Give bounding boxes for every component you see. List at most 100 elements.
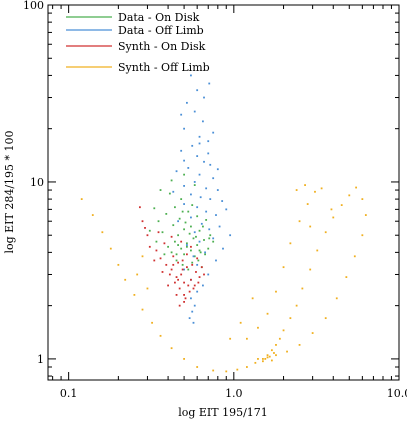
- point-synth-on-disk: [174, 281, 176, 284]
- point-synth-off-limb: [306, 203, 309, 205]
- point-synth-off-limb: [183, 358, 185, 360]
- point-synth-off-limb: [270, 349, 273, 352]
- point-data-off-limb: [198, 135, 201, 138]
- point-synth-on-disk: [203, 273, 205, 276]
- point-synth-off-limb: [80, 198, 83, 200]
- point-synth-off-limb: [251, 297, 254, 300]
- point-data-on-disk: [180, 247, 183, 250]
- point-synth-off-limb: [295, 189, 298, 191]
- point-data-on-disk: [174, 240, 176, 243]
- point-data-off-limb: [198, 240, 201, 243]
- point-data-off-limb: [215, 214, 217, 216]
- point-data-on-disk: [175, 253, 178, 256]
- point-synth-on-disk: [191, 263, 194, 266]
- point-data-on-disk: [165, 212, 168, 215]
- point-synth-on-disk: [177, 261, 180, 264]
- point-data-on-disk: [198, 249, 201, 252]
- point-synth-on-disk: [183, 294, 185, 296]
- point-data-off-limb: [180, 113, 183, 116]
- point-synth-off-limb: [141, 255, 144, 258]
- point-data-on-disk: [181, 263, 184, 266]
- point-synth-on-disk: [175, 276, 178, 278]
- point-data-on-disk: [181, 210, 184, 213]
- point-data-off-limb: [175, 170, 178, 173]
- point-data-off-limb: [218, 225, 221, 228]
- point-data-on-disk: [202, 225, 204, 228]
- legend-label: Data - Off Limb: [118, 24, 204, 37]
- point-synth-off-limb: [289, 242, 292, 245]
- point-synth-on-disk: [165, 263, 168, 266]
- point-data-off-limb: [212, 177, 215, 180]
- point-synth-on-disk: [153, 259, 156, 262]
- point-synth-on-disk: [197, 281, 200, 284]
- point-synth-off-limb: [109, 247, 112, 250]
- axis-ticks: 0.1 1.0 10.0 1 10 100: [23, 0, 407, 400]
- point-data-on-disk: [187, 210, 190, 213]
- point-data-on-disk: [159, 189, 162, 191]
- point-synth-off-limb: [159, 334, 162, 337]
- point-data-on-disk: [157, 220, 160, 223]
- legend-label: Synth - On Disk: [118, 40, 206, 53]
- point-synth-off-limb: [225, 370, 228, 373]
- x-tick-label: 1.0: [225, 387, 243, 400]
- point-data-on-disk: [203, 239, 205, 241]
- point-data-on-disk: [184, 221, 187, 224]
- point-synth-on-disk: [193, 284, 196, 287]
- point-data-on-disk: [197, 259, 200, 262]
- point-synth-on-disk: [184, 297, 187, 300]
- point-data-on-disk: [190, 225, 192, 228]
- point-data-off-limb: [172, 190, 175, 193]
- data-points: [80, 74, 367, 373]
- point-synth-off-limb: [246, 366, 248, 368]
- point-data-on-disk: [198, 229, 201, 232]
- point-synth-off-limb: [273, 352, 275, 354]
- point-synth-off-limb: [101, 231, 104, 234]
- point-synth-on-disk: [186, 266, 188, 269]
- point-data-on-disk: [175, 259, 178, 262]
- point-data-on-disk: [199, 251, 202, 254]
- point-data-off-limb: [215, 259, 217, 262]
- point-data-off-limb: [198, 173, 201, 176]
- point-data-on-disk: [174, 206, 176, 209]
- point-data-on-disk: [153, 207, 156, 210]
- point-data-on-disk: [208, 237, 211, 240]
- point-synth-off-limb: [324, 231, 327, 234]
- point-synth-on-disk: [170, 268, 173, 271]
- point-data-off-limb: [216, 189, 219, 191]
- point-data-off-limb: [177, 220, 180, 223]
- point-data-off-limb: [193, 110, 196, 113]
- point-data-off-limb: [208, 228, 211, 231]
- point-synth-off-limb: [266, 356, 269, 359]
- point-data-on-disk: [183, 253, 185, 256]
- point-synth-on-disk: [192, 287, 195, 290]
- point-synth-off-limb: [361, 198, 364, 200]
- point-synth-off-limb: [295, 304, 298, 307]
- point-synth-off-limb: [133, 294, 136, 296]
- legend-label: Data - On Disk: [118, 11, 200, 24]
- point-data-off-limb: [192, 255, 195, 258]
- point-data-off-limb: [183, 185, 185, 187]
- point-data-on-disk: [186, 245, 188, 248]
- point-synth-on-disk: [196, 257, 199, 260]
- point-synth-off-limb: [289, 317, 292, 320]
- point-synth-off-limb: [91, 214, 94, 216]
- point-data-off-limb: [183, 127, 185, 130]
- point-synth-off-limb: [345, 276, 348, 278]
- point-data-off-limb: [183, 203, 185, 205]
- point-synth-off-limb: [353, 255, 356, 258]
- point-data-on-disk: [161, 231, 164, 234]
- point-synth-off-limb: [196, 366, 199, 368]
- point-synth-on-disk: [170, 235, 173, 238]
- point-synth-off-limb: [340, 204, 343, 206]
- point-data-off-limb: [216, 168, 219, 171]
- point-data-off-limb: [190, 216, 192, 219]
- point-synth-off-limb: [309, 225, 312, 228]
- point-data-off-limb: [212, 237, 215, 240]
- point-data-on-disk: [209, 234, 212, 237]
- point-synth-off-limb: [239, 321, 242, 324]
- point-synth-off-limb: [282, 266, 285, 269]
- point-synth-on-disk: [190, 245, 192, 248]
- point-data-on-disk: [183, 173, 185, 176]
